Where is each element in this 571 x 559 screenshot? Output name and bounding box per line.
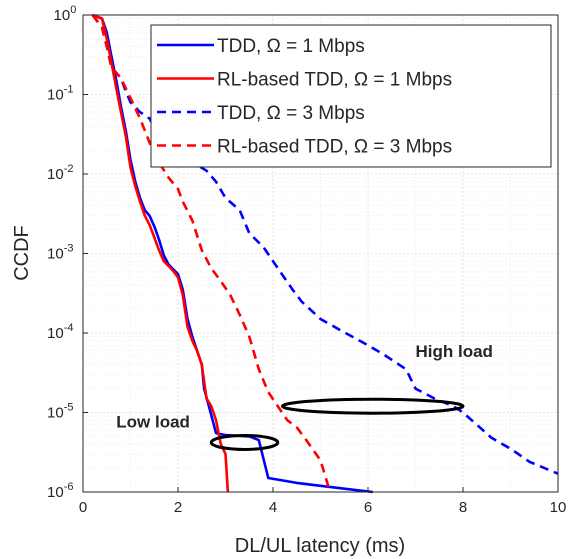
- legend-label-4: RL-based TDD, Ω = 3 Mbps: [217, 137, 452, 158]
- series-line-3: [91, 14, 559, 475]
- legend-label-3: TDD, Ω = 3 Mbps: [217, 103, 365, 124]
- x-tick-label: 6: [364, 499, 372, 516]
- annotation-ellipse-2: [209, 433, 280, 451]
- y-axis-label: CCDF: [11, 225, 33, 281]
- y-tick-label: 10-3: [47, 243, 73, 263]
- legend-label-1: TDD, Ω = 1 Mbps: [217, 36, 365, 57]
- x-tick-label: 2: [174, 499, 182, 516]
- x-tick-label: 4: [269, 499, 277, 516]
- y-tick-label: 10-5: [47, 402, 73, 422]
- series-line-4: [91, 14, 332, 493]
- y-tick-label: 100: [54, 4, 77, 24]
- y-tick-label: 10-4: [47, 322, 73, 342]
- y-tick-label: 10-1: [47, 84, 73, 104]
- annotation-label-2: Low load: [116, 412, 190, 431]
- x-tick-label: 8: [459, 499, 467, 516]
- x-tick-label: 0: [79, 499, 87, 516]
- legend-label-2: RL-based TDD, Ω = 1 Mbps: [217, 70, 452, 91]
- series-line-2: [92, 13, 230, 493]
- legend: TDD, Ω = 1 Mbps RL-based TDD, Ω = 1 Mbps T…: [150, 24, 552, 168]
- y-axis-ticks: 100 10-1 10-2 10-3 10-4 10-5 10-6: [47, 4, 88, 501]
- annotation-ellipse-1: [281, 397, 465, 415]
- y-tick-label: 10-2: [47, 163, 73, 183]
- annotation-layer: High load Low load: [116, 342, 493, 451]
- y-tick-label: 10-6: [47, 481, 73, 501]
- x-axis-label: DL/UL latency (ms): [235, 535, 405, 557]
- legend-box: [150, 24, 552, 168]
- annotation-label-1: High load: [416, 342, 493, 361]
- x-axis-ticks: 0 2 4 6 8 10: [79, 487, 567, 516]
- x-tick-label: 10: [550, 499, 567, 516]
